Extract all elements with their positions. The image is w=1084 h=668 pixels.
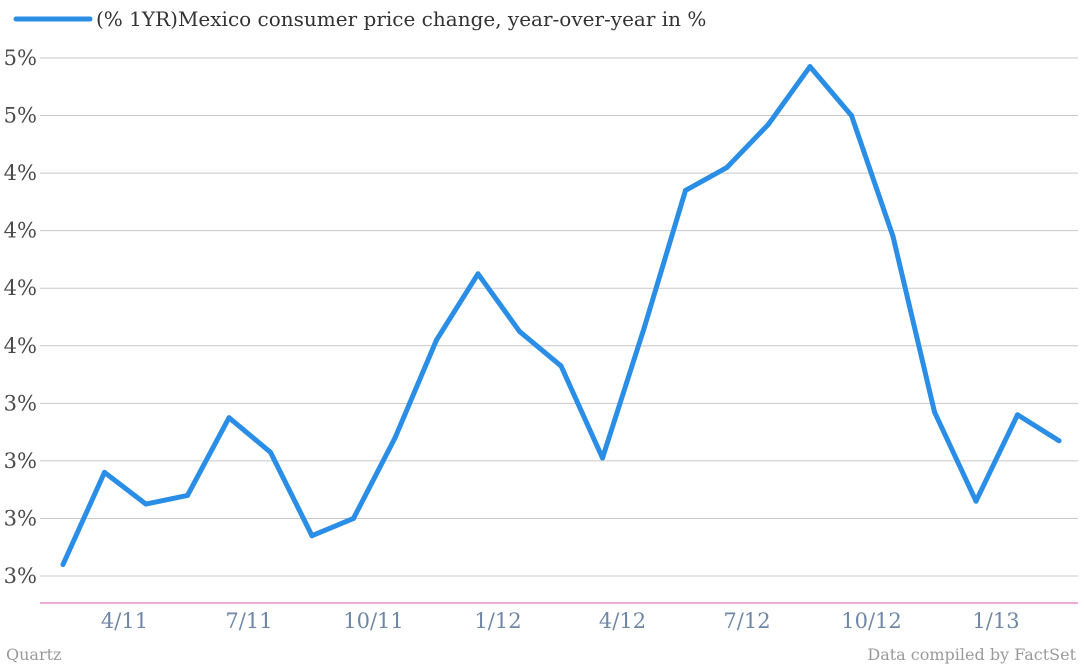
x-tick-label: 7/11 [225, 609, 272, 633]
legend-label: (% 1YR)Mexico consumer price change, yea… [96, 7, 706, 31]
data-point [434, 337, 439, 343]
data-point [309, 533, 315, 539]
x-axis-ticks: 4/11 7/11 10/11 1/12 4/12 7/12 10/12 1/13 [101, 609, 1020, 633]
data-point [766, 121, 771, 127]
series-line [60, 64, 1062, 567]
data-point [475, 271, 481, 277]
y-tick-label: 3% [4, 506, 37, 530]
data-point [102, 469, 107, 475]
data-point [60, 561, 66, 567]
x-tick-label: 7/12 [723, 609, 770, 633]
gridlines [40, 57, 1078, 577]
data-point [517, 328, 522, 334]
y-tick-label: 4% [4, 334, 37, 358]
y-tick-label: 4% [4, 161, 37, 185]
y-tick-label: 5% [4, 104, 37, 128]
series-layer [60, 64, 1062, 567]
data-point [143, 501, 149, 507]
y-tick-label: 5% [4, 46, 37, 70]
data-point [351, 515, 356, 521]
source-right: Data compiled by FactSet [867, 645, 1076, 664]
data-point [932, 409, 937, 415]
legend: (% 1YR)Mexico consumer price change, yea… [13, 7, 706, 31]
x-tick-label: 4/12 [599, 609, 646, 633]
y-tick-label: 3% [4, 391, 37, 415]
data-point [600, 455, 605, 461]
data-point [558, 363, 564, 369]
data-point [268, 449, 273, 455]
source-left: Quartz [6, 645, 61, 664]
x-tick-label: 10/12 [841, 609, 902, 633]
data-point [683, 187, 688, 193]
data-point [641, 326, 647, 332]
data-point [392, 435, 398, 441]
data-point [226, 415, 232, 421]
data-point [1056, 438, 1062, 444]
data-point [807, 64, 813, 70]
data-point [890, 233, 896, 239]
data-point [1015, 412, 1020, 418]
x-tick-label: 4/11 [101, 609, 148, 633]
y-tick-label: 3% [4, 449, 37, 473]
y-axis-ticks: 3% 3% 3% 3% 4% 4% 4% 4% 5% 5% [4, 46, 37, 588]
y-tick-label: 3% [4, 564, 37, 588]
data-point [973, 498, 979, 504]
data-point [724, 164, 730, 170]
x-tick-label: 1/12 [474, 609, 521, 633]
data-point [849, 113, 854, 119]
x-tick-label: 1/13 [972, 609, 1019, 633]
x-tick-label: 10/11 [343, 609, 404, 633]
y-tick-label: 4% [4, 219, 37, 243]
data-point [185, 492, 190, 498]
y-tick-label: 4% [4, 276, 37, 300]
